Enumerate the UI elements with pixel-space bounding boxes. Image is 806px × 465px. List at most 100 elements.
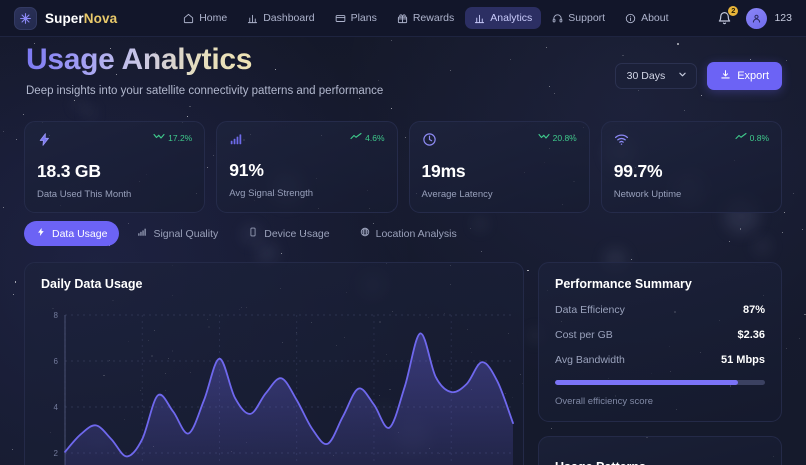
perf-label: Avg Bandwidth <box>555 354 625 366</box>
navbar-right: 2 123 <box>717 4 792 30</box>
header-actions: 30 Days Export <box>614 62 782 90</box>
chevron-down-icon <box>678 70 687 82</box>
stat-card-latency[interactable]: 20.8% 19ms Average Latency <box>408 121 590 213</box>
tab-signal-quality[interactable]: Signal Quality <box>125 221 230 246</box>
nav-link-label: Plans <box>350 12 377 24</box>
nav-link-about[interactable]: About <box>616 7 677 29</box>
device-icon <box>248 227 258 240</box>
stat-card-data-used[interactable]: 17.2% 18.3 GB Data Used This Month <box>24 121 206 213</box>
stat-delta: 17.2% <box>153 132 192 143</box>
gift-icon <box>397 13 408 24</box>
daily-data-usage-card: Daily Data Usage 2 4 6 8 <box>24 262 524 465</box>
chart-area[interactable]: 2 4 6 8 <box>35 305 517 465</box>
stat-value: 99.7% <box>613 161 663 181</box>
stat-card-uptime[interactable]: 0.8% 99.7% Network Uptime <box>600 121 782 213</box>
page-subtitle: Deep insights into your satellite connec… <box>26 85 384 98</box>
page-header: Usage Analytics Deep insights into your … <box>26 43 782 98</box>
tab-label: Signal Quality <box>153 227 219 240</box>
download-icon <box>720 69 731 83</box>
credit-card-icon <box>335 13 346 24</box>
stat-value: 18.3 GB <box>37 161 101 181</box>
nav-link-label: About <box>641 12 669 24</box>
perf-label: Data Efficiency <box>555 304 625 316</box>
bell-icon <box>717 11 732 30</box>
bar-chart-icon <box>247 13 258 24</box>
lightning-bolt-icon <box>36 227 46 240</box>
signal-bars-icon <box>229 132 243 151</box>
tab-data-usage[interactable]: Data Usage <box>24 221 120 246</box>
nav-link-label: Support <box>568 12 606 24</box>
clock-icon <box>422 132 437 152</box>
user-menu[interactable]: 123 <box>746 7 792 29</box>
nav-link-label: Dashboard <box>263 12 315 24</box>
perf-row-cost-per-gb: Cost per GB $2.36 <box>555 329 765 341</box>
performance-summary-title: Performance Summary <box>555 277 692 291</box>
stat-label: Avg Signal Strength <box>229 188 314 199</box>
side-column: Performance Summary Data Efficiency 87% … <box>538 262 782 465</box>
headset-icon <box>552 13 563 24</box>
nav-link-label: Rewards <box>412 12 455 24</box>
trend-up-icon <box>735 132 747 143</box>
signal-bars-icon <box>137 227 147 240</box>
brand-name-accent: Nova <box>83 10 118 26</box>
nav-link-support[interactable]: Support <box>543 7 614 29</box>
trend-down-icon <box>538 132 550 143</box>
usage-patterns-panel: Usage Patterns <box>538 436 782 465</box>
analytics-tabs: Data Usage Signal Quality Device Usage L… <box>24 221 469 246</box>
chart-title: Daily Data Usage <box>41 277 143 291</box>
date-range-select[interactable]: 30 Days <box>614 63 698 89</box>
nav-link-dashboard[interactable]: Dashboard <box>238 7 323 29</box>
notifications-button[interactable]: 2 <box>717 4 740 30</box>
stat-card-top: 17.2% <box>37 132 192 152</box>
efficiency-progress-fill <box>555 380 738 385</box>
perf-value: 87% <box>742 304 765 316</box>
stat-card-signal-strength[interactable]: 4.6% 91% Avg Signal Strength <box>216 121 398 213</box>
svg-text:6: 6 <box>54 357 59 366</box>
page-title: Usage Analytics <box>26 43 253 76</box>
perf-row-data-efficiency: Data Efficiency 87% <box>555 304 765 316</box>
stat-card-top: 20.8% <box>422 132 577 152</box>
stat-cards: 17.2% 18.3 GB Data Used This Month 4.6% … <box>24 121 782 213</box>
usage-line-chart: 2 4 6 8 <box>54 311 514 465</box>
stat-delta-value: 20.8% <box>552 132 577 143</box>
efficiency-progress-bar <box>555 380 765 385</box>
trend-down-icon <box>153 132 165 143</box>
nav-link-label: Analytics <box>490 12 533 24</box>
tab-location-analysis[interactable]: Location Analysis <box>348 221 469 246</box>
brand-name: SuperNova <box>45 11 117 26</box>
lightning-bolt-icon <box>37 132 52 152</box>
stat-card-top: 4.6% <box>229 132 385 151</box>
chart-icon <box>474 13 485 24</box>
usage-patterns-title: Usage Patterns <box>555 460 765 465</box>
perf-row-avg-bandwidth: Avg Bandwidth 51 Mbps <box>555 354 765 366</box>
svg-text:8: 8 <box>54 311 59 320</box>
stat-delta: 0.8% <box>735 132 769 143</box>
export-button-label: Export <box>737 70 769 82</box>
perf-value: $2.36 <box>737 329 765 341</box>
stat-delta-value: 0.8% <box>749 132 769 143</box>
info-icon <box>625 13 636 24</box>
svg-text:2: 2 <box>54 449 59 458</box>
wifi-icon <box>614 132 629 152</box>
globe-icon <box>360 227 370 240</box>
export-button[interactable]: Export <box>707 62 782 90</box>
notification-badge: 2 <box>727 4 740 17</box>
stat-value: 91% <box>229 160 264 180</box>
brand-logo[interactable]: SuperNova <box>14 6 117 30</box>
nav-link-home[interactable]: Home <box>174 7 236 29</box>
tab-device-usage[interactable]: Device Usage <box>236 221 341 246</box>
user-id-label: 123 <box>774 12 792 24</box>
stat-label: Network Uptime <box>613 189 682 200</box>
home-icon <box>183 13 194 24</box>
date-range-value: 30 Days <box>626 70 666 82</box>
nav-link-plans[interactable]: Plans <box>326 7 386 29</box>
performance-summary-panel: Performance Summary Data Efficiency 87% … <box>538 262 782 422</box>
stat-label: Data Used This Month <box>37 189 132 200</box>
nav-link-analytics[interactable]: Analytics <box>465 7 542 29</box>
stat-label: Average Latency <box>421 189 493 200</box>
trend-up-icon <box>350 132 362 143</box>
nav-links: Home Dashboard Plans Rewards <box>174 7 677 29</box>
perf-value: 51 Mbps <box>720 354 765 366</box>
nav-link-rewards[interactable]: Rewards <box>388 7 463 29</box>
stat-value: 19ms <box>421 161 466 181</box>
